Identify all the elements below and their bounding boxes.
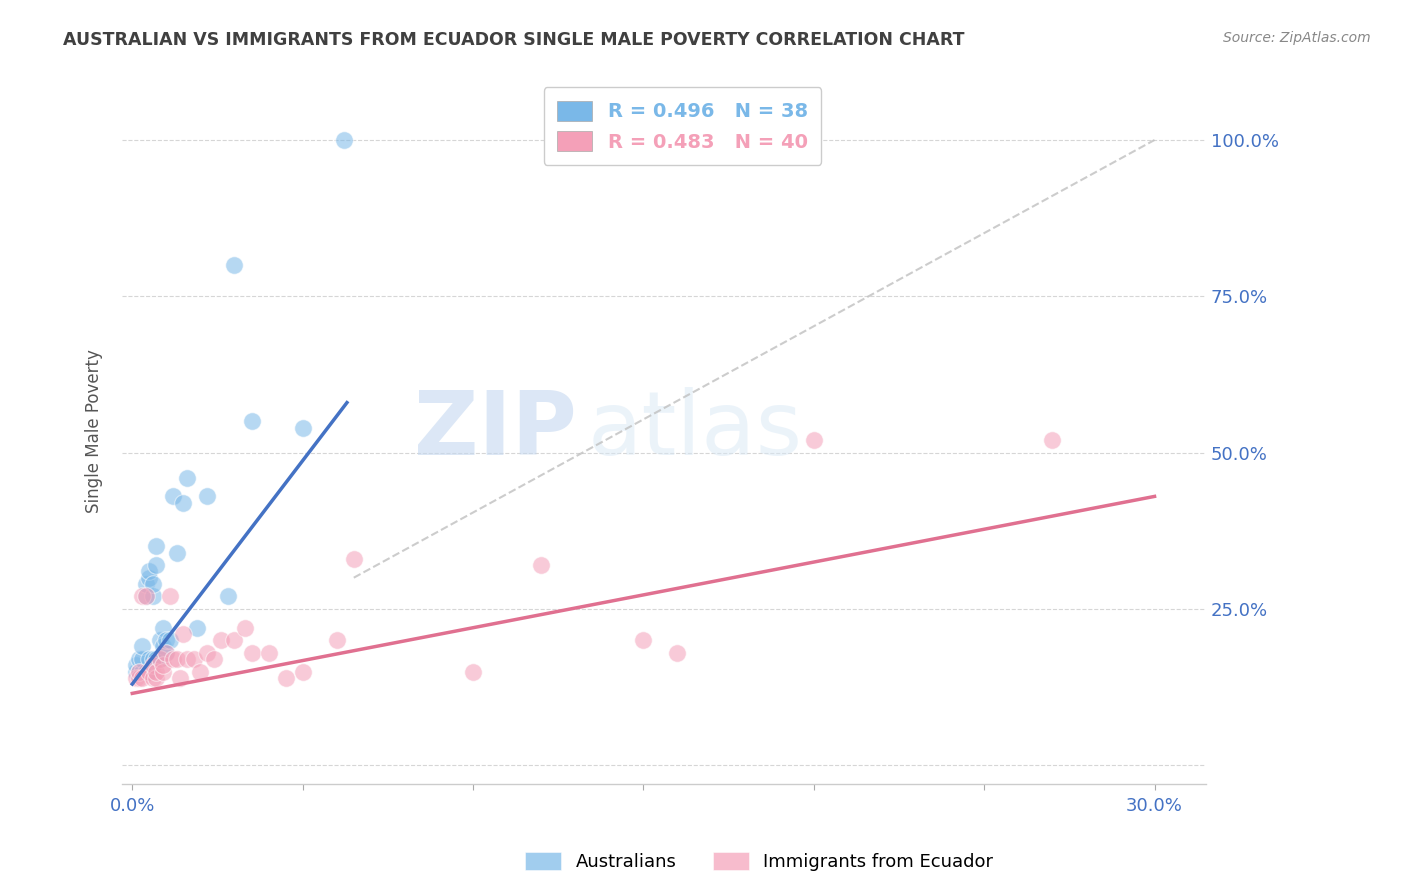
Point [152,658,174,673]
Point [138,571,160,585]
Point [159,590,181,604]
Point [148,652,170,666]
Point [190,665,212,679]
Point [128,671,150,685]
Point [142,577,165,591]
Point [803,433,825,447]
Point [148,633,170,648]
Point [325,633,347,648]
Point [145,665,167,679]
Point [125,671,148,685]
Point [145,652,167,666]
Point [162,652,184,666]
Point [142,658,165,673]
Point [155,646,177,660]
Point [131,652,153,666]
Point [224,633,246,648]
Point [159,633,181,648]
Point [131,590,153,604]
Point [1040,433,1063,447]
Point [135,577,157,591]
Text: atlas: atlas [588,387,803,475]
Point [145,558,167,573]
Point [128,665,150,679]
Point [209,633,232,648]
Legend: Australians, Immigrants from Ecuador: Australians, Immigrants from Ecuador [517,845,1001,879]
Point [274,671,297,685]
Point [128,665,150,679]
Point [125,665,148,679]
Point [145,540,167,554]
Point [135,665,157,679]
Point [138,665,160,679]
Point [530,558,553,573]
Point [128,652,150,666]
Point [343,552,366,566]
Point [155,646,177,660]
Point [138,652,160,666]
Point [291,420,314,434]
Point [233,621,256,635]
Point [195,646,218,660]
Point [148,652,170,666]
Point [138,665,160,679]
Point [131,640,153,654]
Point [169,671,191,685]
Point [461,665,484,679]
Point [186,621,208,635]
Point [152,665,174,679]
Point [138,565,160,579]
Point [152,621,174,635]
Point [183,652,205,666]
Point [666,646,689,660]
Point [202,652,225,666]
Point [145,671,167,685]
Text: ZIP: ZIP [415,387,578,475]
Point [176,470,198,484]
Y-axis label: Single Male Poverty: Single Male Poverty [86,349,103,513]
Point [131,671,153,685]
Point [291,665,314,679]
Point [135,590,157,604]
Point [633,633,655,648]
Point [142,652,165,666]
Text: AUSTRALIAN VS IMMIGRANTS FROM ECUADOR SINGLE MALE POVERTY CORRELATION CHART: AUSTRALIAN VS IMMIGRANTS FROM ECUADOR SI… [63,31,965,49]
Point [152,640,174,654]
Point [142,590,165,604]
Point [125,658,148,673]
Point [142,671,165,685]
Legend: R = 0.496   N = 38, R = 0.483   N = 40: R = 0.496 N = 38, R = 0.483 N = 40 [544,87,821,165]
Point [176,652,198,666]
Point [240,646,263,660]
Point [240,414,263,428]
Point [155,633,177,648]
Point [172,496,194,510]
Point [131,665,153,679]
Text: Source: ZipAtlas.com: Source: ZipAtlas.com [1223,31,1371,45]
Point [195,490,218,504]
Point [217,590,239,604]
Point [162,490,184,504]
Point [172,627,194,641]
Point [332,133,354,147]
Point [166,652,188,666]
Point [166,546,188,560]
Point [135,590,157,604]
Point [257,646,280,660]
Point [224,258,246,272]
